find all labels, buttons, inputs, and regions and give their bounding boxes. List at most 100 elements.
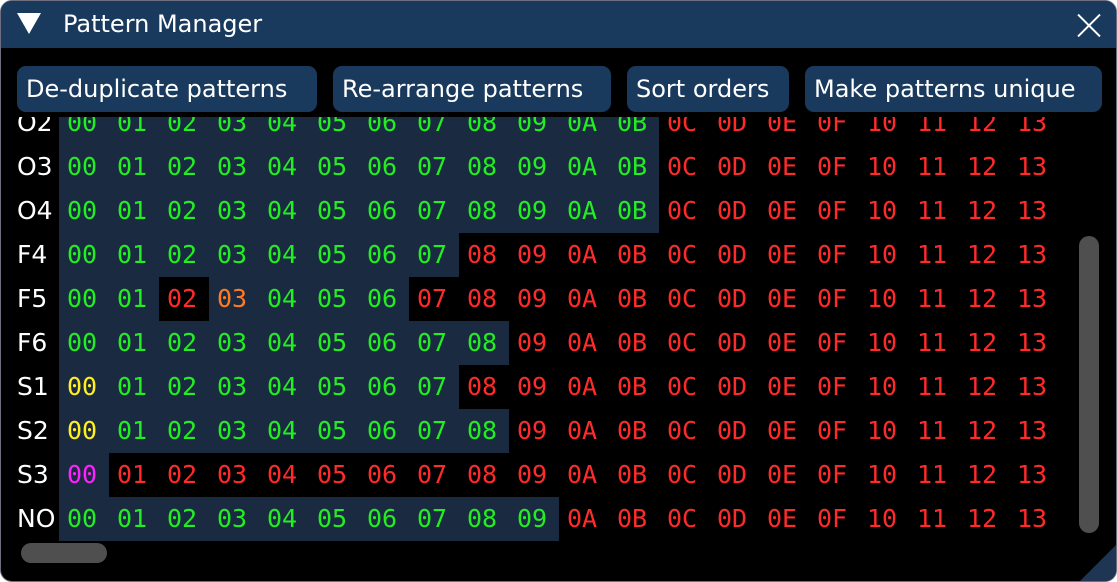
pattern-cell[interactable]: 13 xyxy=(1009,189,1059,233)
pattern-cell[interactable]: 0B xyxy=(609,117,659,145)
pattern-cell[interactable]: 0F xyxy=(809,365,859,409)
pattern-cell[interactable]: 08 xyxy=(459,453,509,497)
pattern-cell[interactable]: 11 xyxy=(909,497,959,541)
pattern-cell[interactable]: 0C xyxy=(659,189,709,233)
pattern-cell[interactable]: 04 xyxy=(259,189,309,233)
pattern-cell[interactable]: 0B xyxy=(609,409,659,453)
pattern-cell[interactable]: 02 xyxy=(159,497,209,541)
pattern-cell[interactable]: 12 xyxy=(959,321,1009,365)
pattern-cell[interactable]: 0F xyxy=(809,145,859,189)
pattern-cell[interactable]: 10 xyxy=(859,321,909,365)
pattern-cell[interactable]: 02 xyxy=(159,365,209,409)
pattern-cell[interactable]: 0C xyxy=(659,453,709,497)
pattern-cell[interactable]: 12 xyxy=(959,277,1009,321)
pattern-cell[interactable]: 07 xyxy=(409,453,459,497)
pattern-cell[interactable]: 00 xyxy=(59,233,109,277)
pattern-cell[interactable]: 02 xyxy=(159,117,209,145)
pattern-cell[interactable]: 07 xyxy=(409,145,459,189)
pattern-cell[interactable]: 05 xyxy=(309,277,359,321)
pattern-cell[interactable]: 12 xyxy=(959,117,1009,145)
pattern-cell[interactable]: 0D xyxy=(709,365,759,409)
pattern-cell[interactable]: 08 xyxy=(459,365,509,409)
pattern-cell[interactable]: 06 xyxy=(359,365,409,409)
pattern-cell[interactable]: 0C xyxy=(659,233,709,277)
pattern-cell[interactable]: 0A xyxy=(559,277,609,321)
pattern-cell[interactable]: 00 xyxy=(59,453,109,497)
pattern-cell[interactable]: 10 xyxy=(859,453,909,497)
pattern-cell[interactable]: 0F xyxy=(809,117,859,145)
pattern-cell[interactable]: 05 xyxy=(309,497,359,541)
resize-grip-icon[interactable] xyxy=(1080,545,1116,581)
pattern-cell[interactable]: 14 xyxy=(1059,409,1069,453)
pattern-cell[interactable]: 05 xyxy=(309,117,359,145)
pattern-cell[interactable]: 08 xyxy=(459,409,509,453)
pattern-cell[interactable]: 01 xyxy=(109,497,159,541)
pattern-cell[interactable]: 0F xyxy=(809,189,859,233)
close-icon[interactable] xyxy=(1076,12,1102,38)
pattern-cell[interactable]: 0E xyxy=(759,453,809,497)
pattern-cell[interactable]: 04 xyxy=(259,365,309,409)
pattern-cell[interactable]: 07 xyxy=(409,117,459,145)
pattern-cell[interactable]: 07 xyxy=(409,321,459,365)
pattern-cell[interactable]: 03 xyxy=(209,233,259,277)
pattern-cell[interactable]: 04 xyxy=(259,321,309,365)
pattern-cell[interactable]: 08 xyxy=(459,145,509,189)
pattern-cell[interactable]: 02 xyxy=(159,409,209,453)
pattern-cell[interactable]: 11 xyxy=(909,277,959,321)
pattern-cell[interactable]: 0F xyxy=(809,277,859,321)
pattern-cell[interactable]: 08 xyxy=(459,117,509,145)
deduplicate-patterns-button[interactable]: De-duplicate patterns xyxy=(17,66,317,112)
pattern-cell[interactable]: 10 xyxy=(859,277,909,321)
pattern-cell[interactable]: 0D xyxy=(709,497,759,541)
pattern-cell[interactable]: 13 xyxy=(1009,145,1059,189)
pattern-cell[interactable]: 06 xyxy=(359,117,409,145)
triangle-down-icon[interactable] xyxy=(17,13,41,34)
pattern-cell[interactable]: 0E xyxy=(759,189,809,233)
pattern-cell[interactable]: 02 xyxy=(159,145,209,189)
pattern-cell[interactable]: 0E xyxy=(759,117,809,145)
pattern-cell[interactable]: 0A xyxy=(559,321,609,365)
pattern-cell[interactable]: 04 xyxy=(259,117,309,145)
pattern-cell[interactable]: 14 xyxy=(1059,117,1069,145)
pattern-cell[interactable]: 06 xyxy=(359,409,409,453)
pattern-cell[interactable]: 12 xyxy=(959,189,1009,233)
pattern-cell[interactable]: 14 xyxy=(1059,365,1069,409)
pattern-cell[interactable]: 09 xyxy=(509,409,559,453)
pattern-cell[interactable]: 13 xyxy=(1009,321,1059,365)
pattern-cell[interactable]: 11 xyxy=(909,409,959,453)
pattern-cell[interactable]: 0E xyxy=(759,277,809,321)
pattern-cell[interactable]: 04 xyxy=(259,409,309,453)
pattern-cell[interactable]: 0D xyxy=(709,453,759,497)
pattern-cell[interactable]: 10 xyxy=(859,145,909,189)
pattern-cell[interactable]: 05 xyxy=(309,233,359,277)
pattern-cell[interactable]: 14 xyxy=(1059,497,1069,541)
pattern-cell[interactable]: 0D xyxy=(709,189,759,233)
pattern-cell[interactable]: 14 xyxy=(1059,233,1069,277)
pattern-cell[interactable]: 08 xyxy=(459,233,509,277)
pattern-cell[interactable]: 09 xyxy=(509,321,559,365)
pattern-cell[interactable]: 02 xyxy=(159,277,209,321)
pattern-cell[interactable]: 12 xyxy=(959,409,1009,453)
pattern-cell[interactable]: 10 xyxy=(859,365,909,409)
pattern-cell[interactable]: 07 xyxy=(409,365,459,409)
pattern-cell[interactable]: 06 xyxy=(359,497,409,541)
pattern-cell[interactable]: 0E xyxy=(759,145,809,189)
pattern-cell[interactable]: 09 xyxy=(509,453,559,497)
pattern-cell[interactable]: 0E xyxy=(759,409,809,453)
pattern-cell[interactable]: 0B xyxy=(609,365,659,409)
pattern-cell[interactable]: 0F xyxy=(809,409,859,453)
pattern-cell[interactable]: 0D xyxy=(709,409,759,453)
pattern-cell[interactable]: 0E xyxy=(759,321,809,365)
pattern-cell[interactable]: 0E xyxy=(759,365,809,409)
pattern-cell[interactable]: 03 xyxy=(209,145,259,189)
pattern-cell[interactable]: 09 xyxy=(509,277,559,321)
pattern-cell[interactable]: 0F xyxy=(809,453,859,497)
pattern-cell[interactable]: 09 xyxy=(509,117,559,145)
pattern-cell[interactable]: 10 xyxy=(859,409,909,453)
pattern-cell[interactable]: 04 xyxy=(259,453,309,497)
pattern-cell[interactable]: 03 xyxy=(209,409,259,453)
pattern-cell[interactable]: 06 xyxy=(359,189,409,233)
pattern-cell[interactable]: 13 xyxy=(1009,365,1059,409)
pattern-cell[interactable]: 01 xyxy=(109,189,159,233)
pattern-cell[interactable]: 14 xyxy=(1059,277,1069,321)
